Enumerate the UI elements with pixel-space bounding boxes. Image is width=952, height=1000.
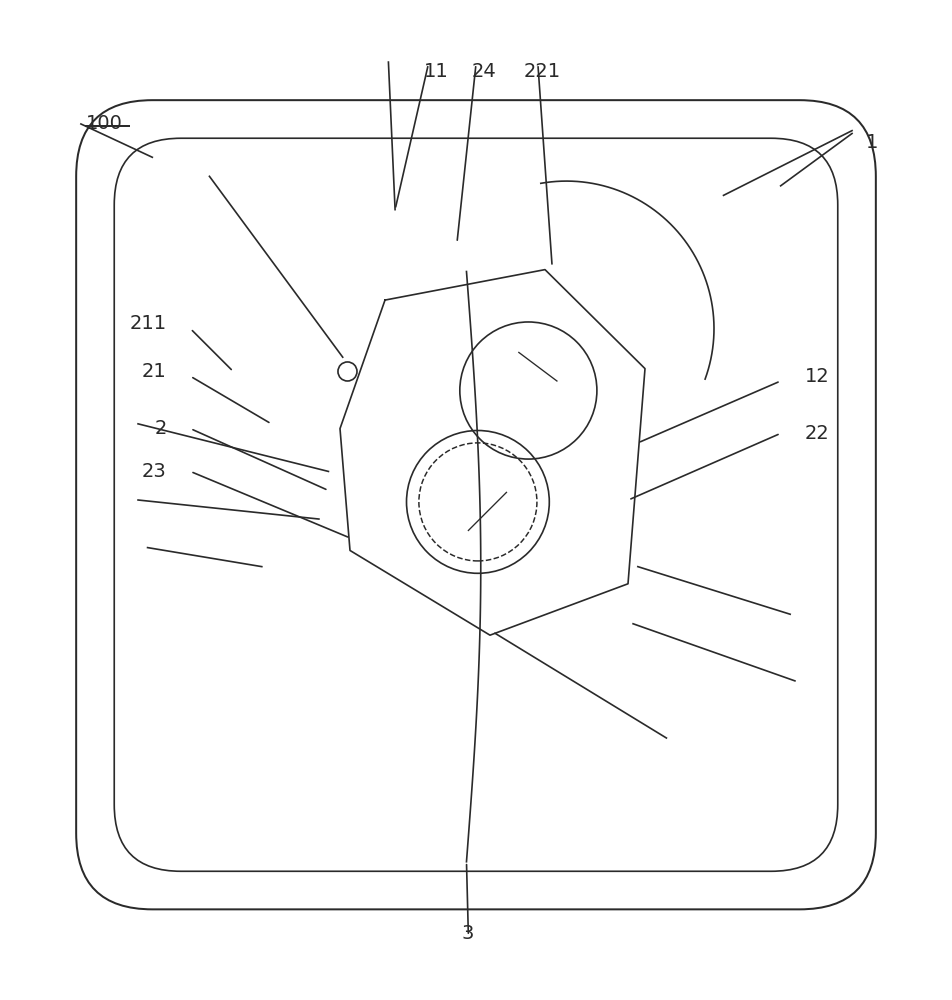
Text: 100: 100 [86,114,123,133]
Text: 22: 22 [804,424,829,443]
Text: 21: 21 [142,362,167,381]
Text: 2: 2 [154,419,167,438]
Text: 221: 221 [524,62,561,81]
Text: 11: 11 [424,62,448,81]
Text: 23: 23 [142,462,167,481]
Text: 24: 24 [471,62,496,81]
Text: 3: 3 [462,924,474,943]
Text: 1: 1 [866,133,879,152]
Text: 12: 12 [804,367,829,386]
Text: 211: 211 [129,314,167,333]
